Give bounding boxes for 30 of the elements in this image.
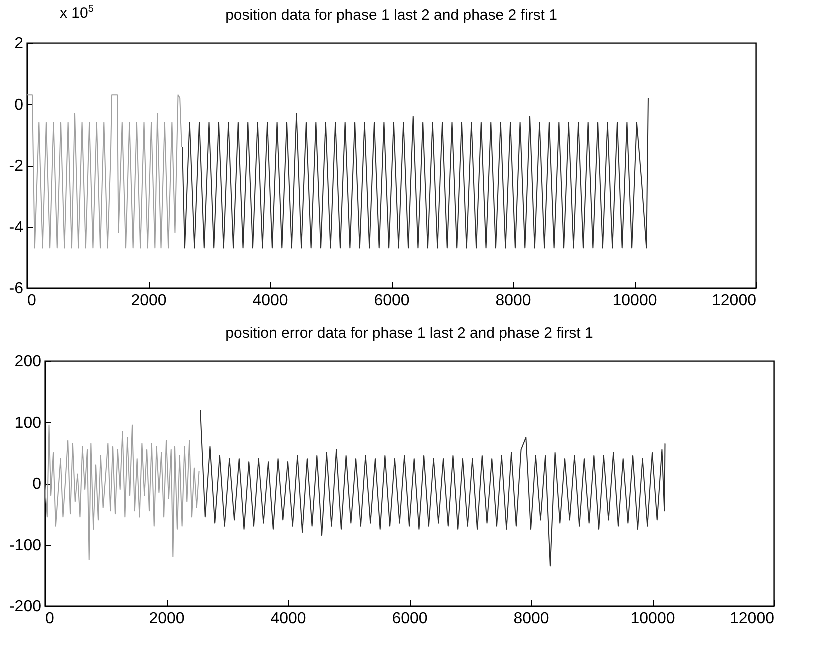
y-tick-label: 0 [14,96,24,114]
x-tick-label: 2000 [149,610,185,628]
text: x 10$^{5}$ [60,4,94,22]
y-tick-label: 200 [14,354,42,370]
y-tick-label: -2 [9,158,24,175]
y-tick-label: -200 [9,598,42,616]
chart-title: position data for phase 1 last 2 and phase 2 first 1 [226,7,558,24]
line-series [182,98,649,249]
x-tick-label: 8000 [514,610,550,628]
y-tick-label: -100 [9,537,42,554]
y-tick-label: 100 [14,414,42,432]
y-tick-label: -6 [9,280,24,298]
x-tick-label: 2000 [131,292,167,310]
x-tick-label: 10000 [612,292,658,310]
x-tick-label: 12000 [730,610,775,628]
x-tick-label: 10000 [630,610,676,628]
x-tick-label: 6000 [374,292,410,310]
x-tick-label: 12000 [712,292,757,310]
y-tick-label: -4 [9,219,24,236]
line-series [45,424,200,561]
x-tick-label: 8000 [496,292,532,310]
y-tick-label: 0 [32,476,42,493]
x-tick-label: 4000 [252,292,288,310]
y-tick-label: 2 [14,36,24,52]
line-series [200,410,666,567]
x-tick-label: 6000 [392,610,428,628]
chart-title: position error data for phase 1 last 2 and phase 2 first 1 [226,325,594,342]
x-tick-label: 4000 [270,610,306,628]
x-tick-label: 0 [46,610,54,628]
line-series [27,94,182,249]
